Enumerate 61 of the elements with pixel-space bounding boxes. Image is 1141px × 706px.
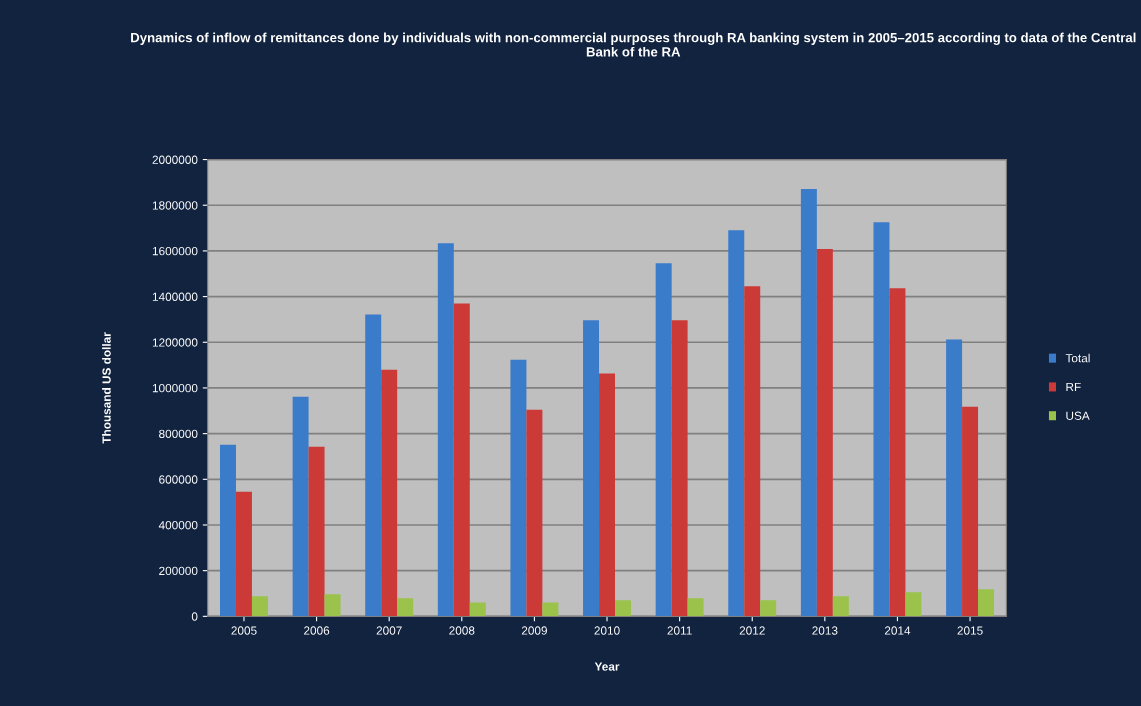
bar — [251, 596, 268, 617]
legend-label: RF — [1066, 382, 1081, 392]
bar — [292, 396, 309, 617]
bar — [744, 286, 761, 617]
x-tick-label: 2009 — [521, 626, 547, 635]
bar — [728, 230, 745, 617]
bar — [760, 600, 777, 617]
bar — [873, 222, 890, 617]
bar — [832, 596, 849, 617]
x-tick-label: 2005 — [231, 626, 257, 635]
bar — [946, 339, 963, 617]
bar — [687, 598, 704, 617]
y-tick-label: 1400000 — [152, 292, 198, 301]
x-tick-label: 2015 — [957, 626, 983, 635]
bar — [469, 602, 486, 617]
bar — [510, 359, 527, 617]
y-tick-label: 600000 — [159, 475, 198, 484]
bar — [365, 314, 382, 617]
legend-label: USA — [1066, 411, 1090, 420]
y-tick-label: 0 — [191, 612, 198, 621]
y-tick-label: 1200000 — [152, 338, 198, 347]
y-tick-label: 1000000 — [152, 383, 198, 393]
y-tick-label: 2000000 — [152, 155, 198, 164]
bar — [889, 288, 906, 617]
x-tick-label: 2010 — [594, 626, 620, 635]
bar — [615, 600, 631, 617]
y-tick-label: 400000 — [158, 521, 198, 530]
bar — [962, 406, 979, 617]
bar — [599, 373, 615, 617]
x-tick-label: 2011 — [667, 626, 692, 635]
y-tick-label: 800000 — [159, 429, 198, 439]
bar — [397, 598, 414, 617]
chart-title: Dynamics of inflow of remittances done by individuals with non-commercial purposes through RA banking system in 2005–2015 according to data of the Central Bank of the RA — [131, 32, 1136, 57]
x-tick-label: 2008 — [449, 626, 475, 635]
x-tick-label: 2013 — [812, 626, 838, 635]
bar — [308, 446, 325, 617]
bar — [583, 320, 600, 617]
bar — [905, 592, 922, 617]
bar — [453, 303, 470, 617]
bar — [655, 263, 672, 617]
x-tick-label: 2014 — [884, 626, 911, 635]
x-tick-label: 2007 — [376, 626, 402, 635]
bar — [671, 320, 688, 617]
y-tick-label: 1600000 — [152, 246, 198, 256]
bar — [437, 243, 454, 617]
bar — [220, 444, 236, 617]
bar — [542, 602, 559, 617]
y-tick-label: 200000 — [159, 566, 198, 576]
bar — [978, 589, 995, 617]
bar — [381, 369, 398, 617]
x-tick-label: 2006 — [304, 626, 330, 635]
y-axis-title: Thousand US dollar — [102, 332, 111, 444]
bar — [800, 189, 817, 617]
legend-label: Total — [1065, 353, 1090, 363]
bar — [324, 594, 341, 617]
y-tick-label: 1800000 — [152, 201, 198, 210]
x-tick-label: 2012 — [739, 626, 765, 635]
x-axis-title: Year — [594, 662, 620, 671]
bar — [526, 409, 543, 617]
bar — [816, 249, 833, 617]
bar — [235, 491, 252, 617]
